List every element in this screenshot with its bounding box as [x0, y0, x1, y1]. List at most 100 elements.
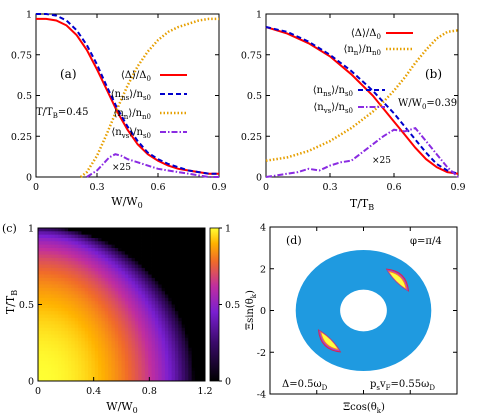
- heatmap-cell: [78, 254, 82, 259]
- heatmap-cell: [134, 234, 139, 239]
- heatmap-cell: [181, 371, 186, 375]
- heatmap-cell: [154, 334, 159, 339]
- heatmap-cell: [174, 354, 179, 359]
- heatmap-cell: [81, 334, 86, 339]
- heatmap-cell: [121, 374, 126, 379]
- heatmap-cell: [148, 257, 152, 262]
- heatmap-cell: [51, 247, 56, 252]
- heatmap-cell: [111, 301, 116, 305]
- heatmap-cell: [54, 281, 59, 285]
- heatmap-cell: [154, 337, 159, 342]
- heatmap-cell: [48, 264, 52, 269]
- heatmap-cell: [78, 334, 82, 339]
- heatmap-cell: [174, 261, 179, 265]
- heatmap-cell: [78, 351, 82, 355]
- heatmap-cell: [41, 347, 46, 352]
- heatmap-cell: [71, 324, 76, 329]
- y-tick-label: 0.75: [241, 50, 262, 61]
- heatmap-cell: [158, 341, 162, 345]
- heatmap-cell: [121, 341, 126, 345]
- heatmap-cell: [88, 311, 92, 315]
- heatmap-cell: [164, 291, 169, 295]
- heatmap-cell: [124, 314, 129, 319]
- heatmap-cell: [161, 244, 166, 249]
- heatmap-cell: [48, 307, 52, 312]
- heatmap-cell: [118, 314, 122, 319]
- heatmap-cell: [104, 294, 109, 299]
- heatmap-cell: [111, 257, 116, 262]
- heatmap-cell: [71, 277, 76, 282]
- heatmap-cell: [61, 321, 66, 325]
- heatmap-cell: [154, 304, 159, 309]
- heatmap-cell: [161, 341, 166, 345]
- heatmap-cell: [191, 361, 196, 365]
- heatmap-cell: [88, 271, 92, 275]
- heatmap-cell: [44, 307, 49, 312]
- heatmap-cell: [61, 311, 66, 315]
- heatmap-cell: [201, 267, 205, 272]
- heatmap-cell: [201, 241, 205, 246]
- heatmap-cell: [71, 294, 76, 299]
- legend-delta-label: ⟨Δ⟩/Δ0: [121, 70, 151, 83]
- heatmap-cell: [201, 254, 205, 259]
- heatmap-cell: [201, 281, 205, 285]
- heatmap-cell: [101, 274, 106, 279]
- heatmap-cell: [124, 341, 129, 345]
- heatmap-cell: [111, 271, 116, 275]
- heatmap-cell: [134, 351, 139, 355]
- heatmap-cell: [104, 327, 109, 332]
- heatmap-cell: [164, 321, 169, 325]
- heatmap-cell: [171, 247, 176, 252]
- heatmap-cell: [148, 341, 152, 345]
- heatmap-cell: [171, 234, 176, 239]
- heatmap-cell: [38, 344, 42, 349]
- heatmap-cell: [94, 317, 99, 322]
- heatmap-cell: [111, 317, 116, 322]
- heatmap-cell: [78, 297, 82, 302]
- heatmap-cell: [71, 247, 76, 252]
- heatmap-cell: [201, 367, 205, 372]
- heatmap-cell: [68, 377, 72, 381]
- heatmap-cell: [201, 314, 205, 319]
- heatmap-cell: [128, 331, 132, 335]
- heatmap-cell: [84, 334, 89, 339]
- heatmap-cell: [78, 331, 82, 335]
- heatmap-cell: [108, 264, 112, 269]
- heatmap-cell: [164, 331, 169, 335]
- heatmap-cell: [74, 374, 79, 379]
- heatmap-cell: [198, 354, 203, 359]
- heatmap-cell: [51, 267, 56, 272]
- heatmap-cell: [104, 301, 109, 305]
- heatmap-cell: [84, 337, 89, 342]
- heatmap-cell: [164, 247, 169, 252]
- heatmap-cell: [104, 247, 109, 252]
- heatmap-cell: [118, 244, 122, 249]
- heatmap-cell: [138, 351, 142, 355]
- heatmap-cell: [168, 234, 172, 239]
- heatmap-cell: [178, 311, 183, 315]
- heatmap-cell: [191, 264, 196, 269]
- heatmap-cell: [98, 261, 102, 265]
- heatmap-cell: [98, 291, 102, 295]
- heatmap-cell: [98, 254, 102, 259]
- heatmap-cell: [118, 297, 122, 302]
- heatmap-cell: [74, 377, 79, 381]
- heatmap-cell: [71, 314, 76, 319]
- heatmap-cell: [68, 267, 72, 272]
- heatmap-cell: [138, 361, 142, 365]
- heatmap-cell: [194, 334, 199, 339]
- heatmap-cell: [198, 331, 203, 335]
- heatmap-cell: [111, 371, 116, 375]
- heatmap-cell: [141, 347, 146, 352]
- heatmap-cell: [178, 344, 183, 349]
- heatmap-cell: [101, 354, 106, 359]
- heatmap-cell: [78, 281, 82, 285]
- heatmap-cell: [81, 344, 86, 349]
- heatmap-cell: [144, 237, 149, 242]
- heatmap-cell: [188, 347, 193, 352]
- heatmap-cell: [191, 271, 196, 275]
- heatmap-cell: [184, 314, 189, 319]
- heatmap-cell: [164, 317, 169, 322]
- heatmap-cell: [151, 291, 156, 295]
- heatmap-cell: [144, 291, 149, 295]
